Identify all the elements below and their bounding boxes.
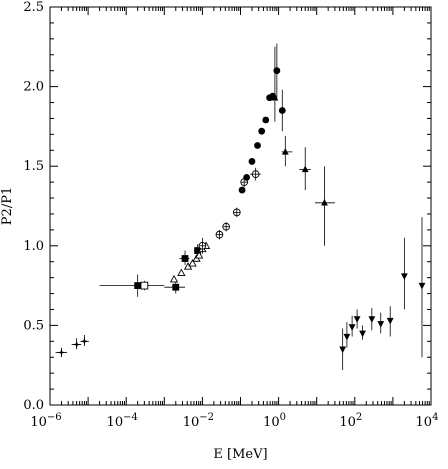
data-point-star	[72, 340, 82, 349]
data-point-filled-triangle-down	[359, 330, 366, 338]
y-axis-title: P2/P1	[0, 187, 15, 225]
data-point-filled-triangle-down	[418, 282, 426, 290]
data-point-filled-circle	[278, 107, 286, 114]
x-tick-label: 100	[263, 412, 286, 430]
x-tick-label: 10−4	[107, 412, 138, 430]
data-point-filled-triangle-down	[377, 321, 385, 328]
axis-ticks	[49, 6, 432, 406]
data-point-filled-triangle-down	[368, 316, 376, 323]
data-point-open-square	[140, 281, 149, 290]
data-point-filled-triangle-down	[400, 273, 408, 280]
data-point-filled-circle	[258, 127, 266, 135]
data-point-filled-circle	[262, 116, 270, 124]
series-star	[55, 334, 89, 358]
series-filled-circle	[238, 43, 286, 194]
x-axis-title: E [MeV]	[213, 447, 267, 462]
data-point-star	[57, 348, 66, 357]
plot-frame	[49, 6, 432, 406]
data-point-open-triangle	[194, 251, 204, 259]
data-point-filled-triangle-down	[348, 324, 356, 331]
data-point-filled-triangle-down	[339, 346, 347, 354]
series-filled-triangle-up	[271, 46, 335, 246]
x-tick-label: 10−6	[30, 412, 61, 430]
data-point-filled-square	[181, 255, 189, 262]
series-open-circle-plus	[198, 167, 261, 254]
series-open-square	[137, 280, 150, 291]
data-point-open-triangle	[169, 274, 179, 283]
data-point-filled-triangle-down	[386, 317, 394, 325]
data-point-filled-triangle-up	[321, 198, 328, 206]
data-point-filled-triangle-down	[343, 333, 351, 341]
data-point-star	[80, 336, 89, 346]
y-tick-label: 1.0	[23, 239, 44, 254]
y-tick-labels: 0.0 0.5 1.0 1.5 2.0 2.5	[23, 0, 44, 413]
y-tick-label: 0.0	[23, 398, 44, 413]
x-tick-label: 104	[416, 412, 439, 430]
data-point-open-triangle	[177, 268, 186, 277]
data-point-filled-square	[194, 247, 202, 254]
data-point-filled-circle	[243, 173, 251, 181]
x-tick-label: 10−2	[183, 412, 214, 430]
data-series-layer	[55, 43, 426, 370]
series-filled-square	[99, 244, 202, 297]
data-point-filled-square	[172, 283, 180, 291]
y-tick-label: 2.0	[23, 80, 44, 95]
data-point-filled-triangle-down	[353, 316, 361, 323]
data-point-filled-circle	[273, 67, 281, 75]
y-tick-label: 1.5	[23, 159, 44, 174]
data-point-filled-triangle-up	[301, 165, 309, 173]
data-point-filled-circle	[248, 158, 256, 165]
y-tick-label: 0.5	[23, 318, 44, 333]
series-filled-triangle-down	[339, 217, 426, 370]
x-tick-labels: 10−6 10−4 10−2 100 102 104	[30, 412, 438, 430]
y-tick-label: 2.5	[23, 0, 44, 15]
data-point-filled-triangle-up	[271, 93, 279, 101]
data-point-open-triangle	[188, 258, 197, 267]
data-point-filled-circle	[238, 186, 246, 194]
data-point-filled-circle	[254, 142, 261, 149]
data-point-filled-triangle-up	[281, 147, 289, 155]
x-tick-label: 102	[339, 412, 362, 430]
